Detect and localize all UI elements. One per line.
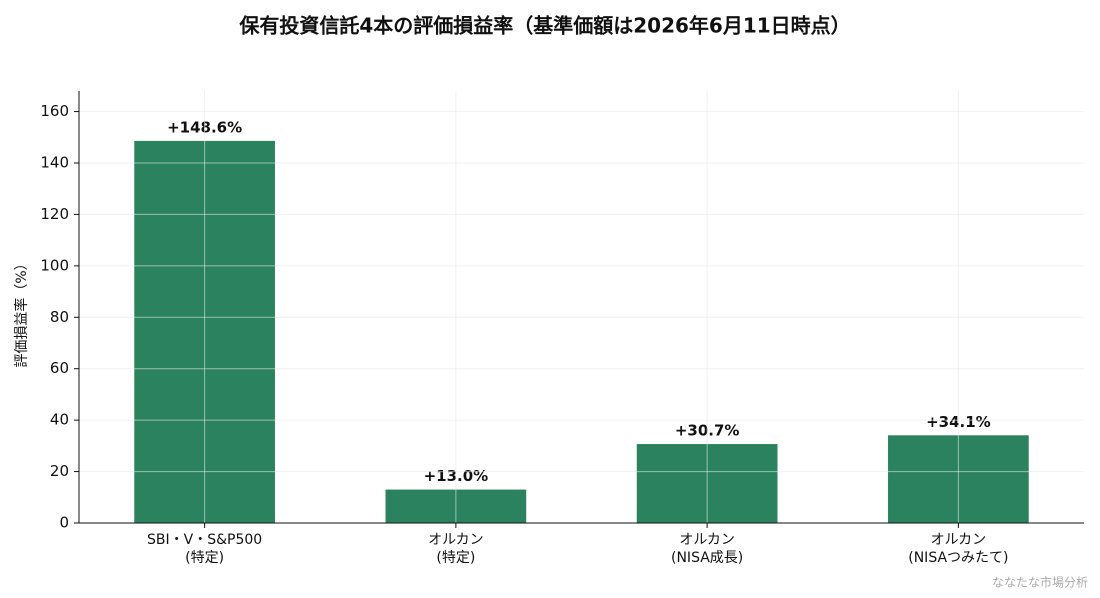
- y-tick-label: 20: [50, 462, 69, 480]
- x-tick-label: SBI・V・S&P500: [147, 532, 262, 548]
- y-axis-label: 評価損益率（%）: [13, 256, 30, 367]
- x-tick-label: (特定): [436, 550, 475, 566]
- x-tick-label: (NISA成長): [671, 550, 743, 566]
- x-tick-label: オルカン: [679, 532, 735, 548]
- y-tick-label: 40: [50, 411, 69, 429]
- y-tick-label: 0: [59, 514, 69, 532]
- y-tick-label: 80: [50, 308, 69, 326]
- x-tick-label: (特定): [185, 550, 224, 566]
- y-tick-label: 160: [40, 102, 69, 120]
- y-tick-label: 140: [40, 154, 69, 172]
- source: ななたな市場分析: [992, 575, 1088, 590]
- y-tick-label: 100: [40, 256, 69, 274]
- x-tick-label: オルカン: [931, 532, 987, 548]
- y-tick-label: 60: [50, 359, 69, 377]
- x-tick-label: オルカン: [428, 532, 484, 548]
- y-tick-label: 120: [40, 205, 69, 223]
- x-tick-label: (NISAつみたて): [908, 550, 1008, 566]
- chart-title: 保有投資信託4本の評価損益率（基準価額は2026年6月11日時点）: [238, 14, 850, 38]
